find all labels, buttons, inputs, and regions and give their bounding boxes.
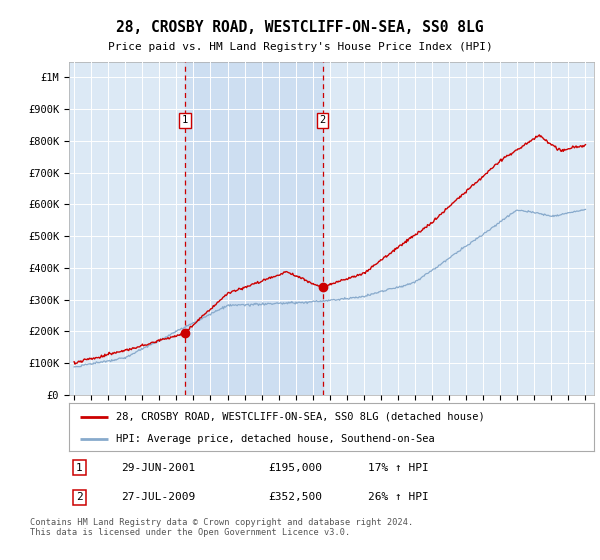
Text: 27-JUL-2009: 27-JUL-2009 bbox=[121, 492, 196, 502]
Text: 28, CROSBY ROAD, WESTCLIFF-ON-SEA, SS0 8LG (detached house): 28, CROSBY ROAD, WESTCLIFF-ON-SEA, SS0 8… bbox=[116, 412, 485, 422]
Text: £195,000: £195,000 bbox=[269, 463, 323, 473]
Text: Contains HM Land Registry data © Crown copyright and database right 2024.
This d: Contains HM Land Registry data © Crown c… bbox=[30, 518, 413, 538]
Text: 2: 2 bbox=[76, 492, 83, 502]
Text: 1: 1 bbox=[76, 463, 83, 473]
Text: 2: 2 bbox=[320, 115, 326, 125]
Text: Price paid vs. HM Land Registry's House Price Index (HPI): Price paid vs. HM Land Registry's House … bbox=[107, 42, 493, 52]
Text: £352,500: £352,500 bbox=[269, 492, 323, 502]
Text: 17% ↑ HPI: 17% ↑ HPI bbox=[368, 463, 429, 473]
Text: 1: 1 bbox=[182, 115, 188, 125]
Text: 29-JUN-2001: 29-JUN-2001 bbox=[121, 463, 196, 473]
Bar bbox=[185, 62, 323, 395]
Text: HPI: Average price, detached house, Southend-on-Sea: HPI: Average price, detached house, Sout… bbox=[116, 434, 435, 444]
Text: 28, CROSBY ROAD, WESTCLIFF-ON-SEA, SS0 8LG: 28, CROSBY ROAD, WESTCLIFF-ON-SEA, SS0 8… bbox=[116, 20, 484, 35]
Text: 26% ↑ HPI: 26% ↑ HPI bbox=[368, 492, 429, 502]
